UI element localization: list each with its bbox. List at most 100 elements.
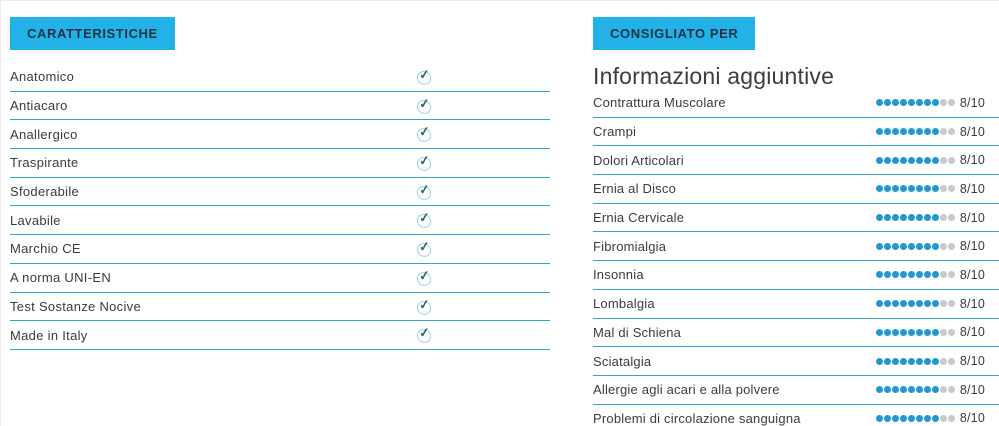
feature-row: Anatomico ✓ [10, 63, 550, 92]
dot-filled [923, 357, 931, 365]
dot-filled [915, 242, 923, 250]
dot-filled [907, 214, 915, 222]
dot-filled [931, 328, 939, 336]
dot-filled [931, 99, 939, 107]
rating-right: 8/10 [875, 182, 985, 196]
recommended-tab[interactable]: CONSIGLIATO PER [593, 17, 756, 50]
dot-empty [939, 128, 947, 136]
dot-filled [915, 414, 923, 422]
dot-filled [883, 328, 891, 336]
rating-dots [875, 386, 955, 394]
check-circle-icon: ✓ [415, 66, 434, 87]
dot-filled [907, 185, 915, 193]
check-glyph: ✓ [418, 324, 431, 341]
dot-empty [939, 300, 947, 308]
dot-filled [923, 185, 931, 193]
rating-row: Mal di Schiena 8/10 [593, 319, 999, 348]
rating-value: 8/10 [959, 210, 985, 225]
rating-value: 8/10 [959, 325, 985, 340]
rating-label: Contrattura Muscolare [593, 95, 726, 111]
rating-value: 8/10 [959, 95, 985, 110]
dot-filled [923, 414, 931, 422]
dot-filled [907, 128, 915, 136]
feature-row: Lavabile ✓ [10, 206, 550, 236]
dot-filled [875, 128, 883, 136]
check-glyph: ✓ [418, 295, 431, 313]
dot-filled [907, 300, 915, 308]
dot-filled [899, 328, 907, 336]
dot-filled [899, 128, 907, 136]
dot-empty [947, 271, 955, 279]
feature-row: Marchio CE ✓ [10, 235, 550, 264]
feature-label: Traspirante [10, 155, 79, 171]
dot-filled [891, 99, 899, 107]
rating-right: 8/10 [875, 210, 985, 225]
feature-label: Test Sostanze Nocive [10, 298, 142, 314]
rating-dots [875, 414, 955, 422]
recommended-section: CONSIGLIATO PER Informazioni aggiuntive … [593, 17, 999, 426]
rating-value: 8/10 [959, 267, 985, 282]
dot-filled [915, 271, 923, 279]
dot-empty [939, 242, 947, 250]
dot-empty [947, 357, 955, 365]
rating-label: Insonnia [593, 267, 644, 283]
dot-filled [923, 99, 931, 107]
rating-label: Problemi di circolazione sanguigna [593, 410, 801, 426]
dot-filled [875, 242, 883, 250]
feature-row: Made in Italy ✓ [10, 321, 550, 350]
characteristics-tab[interactable]: CARATTERISTICHE [10, 17, 175, 50]
rating-right: 8/10 [875, 267, 985, 282]
check-glyph: ✓ [418, 66, 431, 83]
dot-filled [875, 386, 883, 394]
dot-filled [891, 185, 899, 193]
check-glyph: ✓ [418, 238, 431, 255]
dot-filled [891, 156, 899, 164]
dot-filled [931, 185, 939, 193]
check-glyph: ✓ [418, 123, 431, 140]
dot-filled [915, 214, 923, 222]
check-circle-icon: ✓ [415, 267, 434, 288]
rating-row: Allergie agli acari e alla polvere 8/10 [593, 376, 999, 405]
dot-filled [923, 214, 931, 222]
dot-filled [883, 185, 891, 193]
dot-filled [899, 99, 907, 107]
rating-row: Ernia Cervicale 8/10 [593, 204, 999, 233]
dot-filled [931, 128, 939, 136]
dot-filled [891, 386, 899, 394]
dot-empty [939, 328, 947, 336]
dot-filled [931, 214, 939, 222]
dot-filled [883, 386, 891, 394]
rating-value: 8/10 [959, 354, 985, 369]
dot-filled [915, 328, 923, 336]
rating-dots [875, 271, 955, 279]
check-glyph: ✓ [418, 152, 431, 169]
dot-filled [875, 357, 883, 365]
check-glyph: ✓ [418, 209, 431, 226]
feature-label: Marchio CE [10, 241, 81, 257]
rating-list: Contrattura Muscolare 8/10 Crampi 8/10 D… [593, 89, 999, 426]
rating-row: Sciatalgia 8/10 [593, 347, 999, 376]
rating-row: Problemi di circolazione sanguigna 8/10 [593, 405, 999, 426]
dot-empty [947, 414, 955, 422]
rating-dots [875, 214, 955, 222]
dot-filled [891, 128, 899, 136]
feature-label: Anatomico [10, 69, 75, 85]
dot-filled [883, 214, 891, 222]
dot-filled [891, 214, 899, 222]
dot-empty [947, 156, 955, 164]
check-circle-icon: ✓ [415, 123, 434, 144]
dot-filled [923, 300, 931, 308]
rating-row: Ernia al Disco 8/10 [593, 175, 999, 204]
dot-filled [907, 328, 915, 336]
dot-empty [947, 99, 955, 107]
dot-filled [923, 128, 931, 136]
additional-info-title: Informazioni aggiuntive [593, 63, 835, 89]
dot-filled [915, 185, 923, 193]
dot-empty [947, 128, 955, 136]
dot-empty [939, 357, 947, 365]
dot-filled [915, 99, 923, 107]
dot-empty [939, 271, 947, 279]
dot-filled [875, 156, 883, 164]
rating-row: Contrattura Muscolare 8/10 [593, 89, 999, 118]
